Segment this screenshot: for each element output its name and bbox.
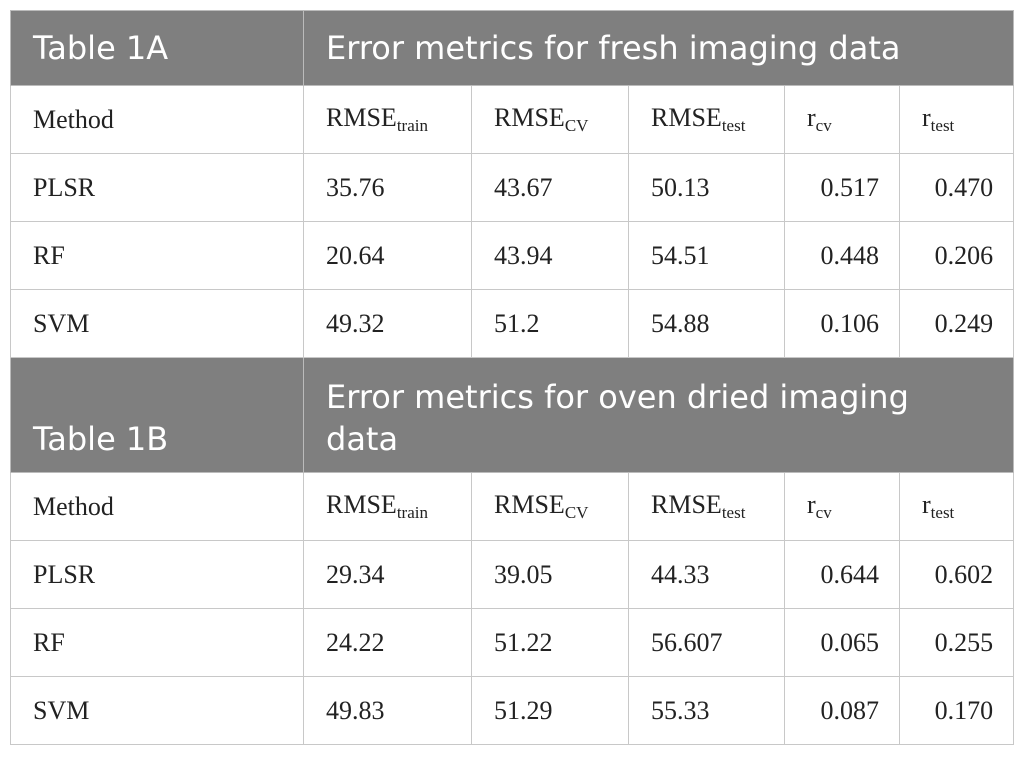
data-row: SVM 49.83 51.29 55.33 0.087 0.170 — [10, 676, 1015, 745]
value-cell: 0.106 — [784, 289, 900, 358]
tables: Table 1A Error metrics for fresh imaging … — [10, 10, 1015, 745]
value-cell: 0.170 — [898, 676, 1015, 745]
value-cell: 55.33 — [628, 676, 785, 745]
method-cell: PLSR — [10, 540, 304, 609]
table-body: Table 1A Error metrics for fresh imaging … — [10, 10, 1015, 745]
header-subscript: train — [396, 503, 428, 522]
value-cell: 0.470 — [898, 153, 1015, 222]
column-header: Method — [10, 472, 304, 541]
header-text: RMSE — [326, 103, 397, 132]
value-cell: 39.05 — [471, 540, 629, 609]
method-cell: SVM — [10, 289, 304, 358]
header-subscript: CV — [564, 116, 589, 135]
data-table: Table 1A Error metrics for fresh imaging … — [10, 10, 1015, 745]
title-text: Error metrics for fresh imaging data — [326, 29, 901, 67]
value-cell: 56.607 — [628, 608, 785, 677]
value-cell: 29.34 — [303, 540, 472, 609]
method-cell: PLSR — [10, 153, 304, 222]
header-subscript: test — [930, 116, 955, 135]
value-cell: 0.206 — [898, 221, 1015, 290]
value-cell: 43.67 — [471, 153, 629, 222]
data-row: PLSR 35.76 43.67 50.13 0.517 0.470 — [10, 153, 1015, 222]
header-text: r — [922, 490, 931, 519]
method-cell: RF — [10, 221, 304, 290]
table-title: Error metrics for oven dried imaging dat… — [302, 357, 1015, 473]
column-header: rtest — [898, 85, 1015, 154]
value-cell: 50.13 — [628, 153, 785, 222]
column-header: RMSECV — [471, 472, 629, 541]
data-row: RF 24.22 51.22 56.607 0.065 0.255 — [10, 608, 1015, 677]
header-text: RMSE — [494, 103, 565, 132]
value-cell: 44.33 — [628, 540, 785, 609]
column-header: rtest — [898, 472, 1015, 541]
title-text: Error metrics for oven dried imaging dat… — [326, 378, 909, 458]
value-cell: 49.32 — [303, 289, 472, 358]
value-cell: 51.2 — [471, 289, 629, 358]
header-subscript: test — [721, 503, 746, 522]
column-header: RMSEtrain — [303, 472, 472, 541]
header-text: r — [922, 103, 931, 132]
header-subscript: test — [930, 503, 955, 522]
value-cell: 54.51 — [628, 221, 785, 290]
header-text: RMSE — [326, 490, 397, 519]
column-header: Method — [10, 85, 304, 154]
column-header: rcv — [784, 472, 900, 541]
value-cell: 51.22 — [471, 608, 629, 677]
table-label: Table 1B — [10, 357, 304, 473]
header-subscript: test — [721, 116, 746, 135]
data-row: PLSR 29.34 39.05 44.33 0.644 0.602 — [10, 540, 1015, 609]
table-label: Table 1A — [10, 10, 304, 86]
data-row: RF 20.64 43.94 54.51 0.448 0.206 — [10, 221, 1015, 290]
header-text: Method — [33, 104, 114, 134]
header-subscript: cv — [815, 503, 832, 522]
column-header-row: Method RMSEtrain RMSECV RMSEtest rcv rtest — [10, 472, 1015, 541]
header-text: Method — [33, 491, 114, 521]
column-header: RMSECV — [471, 85, 629, 154]
value-cell: 0.517 — [784, 153, 900, 222]
header-text: RMSE — [494, 490, 565, 519]
method-cell: SVM — [10, 676, 304, 745]
header-text: r — [807, 490, 816, 519]
header-text: RMSE — [651, 490, 722, 519]
title-row: Table 1B Error metrics for oven dried ima… — [10, 357, 1015, 473]
data-row: SVM 49.32 51.2 54.88 0.106 0.249 — [10, 289, 1015, 358]
label-text: Table 1A — [33, 29, 169, 67]
value-cell: 0.255 — [898, 608, 1015, 677]
value-cell: 0.087 — [784, 676, 900, 745]
value-cell: 0.249 — [898, 289, 1015, 358]
column-header: rcv — [784, 85, 900, 154]
value-cell: 43.94 — [471, 221, 629, 290]
header-text: r — [807, 103, 816, 132]
table-title: Error metrics for fresh imaging data — [302, 10, 1015, 86]
label-text: Table 1B — [33, 420, 169, 458]
value-cell: 0.448 — [784, 221, 900, 290]
column-header-row: Method RMSEtrain RMSECV RMSEtest rcv rtest — [10, 85, 1015, 154]
header-subscript: CV — [564, 503, 589, 522]
column-header: RMSEtest — [628, 472, 785, 541]
value-cell: 0.602 — [898, 540, 1015, 609]
value-cell: 51.29 — [471, 676, 629, 745]
value-cell: 0.065 — [784, 608, 900, 677]
value-cell: 0.644 — [784, 540, 900, 609]
value-cell: 49.83 — [303, 676, 472, 745]
value-cell: 35.76 — [303, 153, 472, 222]
column-header: RMSEtest — [628, 85, 785, 154]
column-header: RMSEtrain — [303, 85, 472, 154]
header-subscript: cv — [815, 116, 832, 135]
method-cell: RF — [10, 608, 304, 677]
header-subscript: train — [396, 116, 428, 135]
value-cell: 20.64 — [303, 221, 472, 290]
header-text: RMSE — [651, 103, 722, 132]
title-row: Table 1A Error metrics for fresh imaging … — [10, 10, 1015, 86]
value-cell: 24.22 — [303, 608, 472, 677]
value-cell: 54.88 — [628, 289, 785, 358]
